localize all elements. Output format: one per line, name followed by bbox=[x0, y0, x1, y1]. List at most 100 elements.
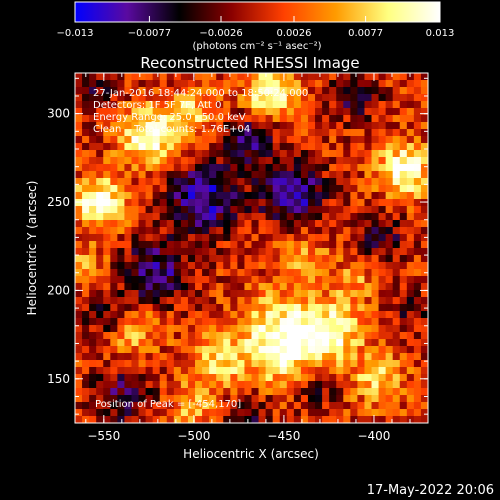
heatmap-cell bbox=[357, 374, 365, 382]
heatmap-cell bbox=[82, 318, 90, 326]
heatmap-cell bbox=[124, 395, 132, 403]
heatmap-cell bbox=[166, 339, 175, 347]
heatmap-cell bbox=[166, 150, 175, 158]
heatmap-cell bbox=[258, 402, 267, 410]
heatmap-cell bbox=[103, 290, 111, 298]
heatmap-cell bbox=[96, 101, 104, 109]
heatmap-cell bbox=[124, 290, 132, 298]
heatmap-cell bbox=[307, 388, 316, 396]
heatmap-cell bbox=[244, 241, 252, 249]
heatmap-cell bbox=[300, 388, 309, 396]
heatmap-cell bbox=[159, 416, 168, 424]
heatmap-cell bbox=[336, 220, 344, 228]
heatmap-cell bbox=[371, 227, 379, 235]
heatmap-cell bbox=[371, 157, 379, 165]
heatmap-cell bbox=[237, 318, 245, 326]
heatmap-cell bbox=[244, 402, 252, 410]
heatmap-cell bbox=[293, 297, 302, 305]
heatmap-cell bbox=[399, 73, 408, 81]
heatmap-cell bbox=[322, 339, 330, 347]
heatmap-cell bbox=[272, 136, 281, 144]
heatmap-cell bbox=[336, 80, 344, 88]
heatmap-cell bbox=[152, 318, 161, 326]
heatmap-cell bbox=[180, 108, 189, 116]
heatmap-cell bbox=[117, 262, 125, 270]
heatmap-cell bbox=[152, 395, 161, 403]
heatmap-cell bbox=[103, 220, 111, 228]
heatmap-cell bbox=[357, 199, 365, 207]
heatmap-cell bbox=[237, 304, 245, 312]
heatmap-cell bbox=[124, 388, 132, 396]
heatmap-cell bbox=[96, 129, 104, 137]
heatmap-cell bbox=[364, 192, 372, 200]
heatmap-cell bbox=[152, 234, 161, 242]
heatmap-cell bbox=[336, 346, 344, 354]
heatmap-cell bbox=[336, 374, 344, 382]
heatmap-cell bbox=[230, 255, 238, 263]
heatmap-cell bbox=[350, 143, 358, 151]
heatmap-cell bbox=[322, 367, 330, 375]
heatmap-cell bbox=[371, 367, 379, 375]
heatmap-cell bbox=[110, 297, 118, 305]
heatmap-cell bbox=[103, 374, 111, 382]
heatmap-cell bbox=[413, 206, 422, 214]
heatmap-cell bbox=[202, 157, 210, 165]
heatmap-cell bbox=[385, 318, 394, 326]
heatmap-cell bbox=[286, 129, 295, 137]
heatmap-cell bbox=[103, 227, 111, 235]
heatmap-cell bbox=[209, 115, 217, 123]
heatmap-cell bbox=[244, 367, 252, 375]
heatmap-cell bbox=[406, 164, 415, 172]
heatmap-cell bbox=[315, 332, 323, 340]
heatmap-cell bbox=[223, 206, 231, 214]
heatmap-cell bbox=[230, 311, 238, 319]
heatmap-cell bbox=[357, 241, 365, 249]
heatmap-cell bbox=[89, 290, 97, 298]
heatmap-cell bbox=[315, 108, 323, 116]
heatmap-cell bbox=[166, 129, 175, 137]
heatmap-cell bbox=[230, 381, 238, 389]
heatmap-cell bbox=[265, 325, 274, 333]
heatmap-cell bbox=[357, 108, 365, 116]
heatmap-cell bbox=[258, 129, 267, 137]
heatmap-cell bbox=[385, 136, 394, 144]
heatmap-cell bbox=[124, 255, 132, 263]
heatmap-cell bbox=[82, 402, 90, 410]
heatmap-cell bbox=[251, 374, 259, 382]
heatmap-cell bbox=[131, 374, 139, 382]
heatmap-cell bbox=[399, 108, 408, 116]
heatmap-cell bbox=[89, 346, 97, 354]
heatmap-cell bbox=[315, 374, 323, 382]
heatmap-cell bbox=[413, 409, 422, 417]
heatmap-cell bbox=[272, 150, 281, 158]
heatmap-cell bbox=[343, 185, 351, 193]
heatmap-cell bbox=[145, 122, 154, 130]
heatmap-cell bbox=[406, 241, 415, 249]
heatmap-cell bbox=[110, 185, 118, 193]
heatmap-cell bbox=[265, 381, 274, 389]
heatmap-cell bbox=[258, 136, 267, 144]
heatmap-cell bbox=[145, 101, 154, 109]
heatmap-cell bbox=[336, 304, 344, 312]
heatmap-cell bbox=[357, 409, 365, 417]
heatmap-cell bbox=[322, 255, 330, 263]
heatmap-cell bbox=[216, 185, 224, 193]
heatmap-cell bbox=[357, 80, 365, 88]
heatmap-cell bbox=[315, 276, 323, 284]
heatmap-cell bbox=[223, 143, 231, 151]
heatmap-cell bbox=[300, 374, 309, 382]
heatmap-cell bbox=[371, 136, 379, 144]
heatmap-cell bbox=[364, 185, 372, 193]
heatmap-cell bbox=[336, 241, 344, 249]
heatmap-cell bbox=[322, 171, 330, 179]
heatmap-cell bbox=[202, 360, 210, 368]
heatmap-cell bbox=[420, 318, 429, 326]
heatmap-cell bbox=[329, 409, 337, 417]
heatmap-cell bbox=[202, 388, 210, 396]
heatmap-cell bbox=[336, 339, 344, 347]
heatmap-cell bbox=[399, 157, 408, 165]
heatmap-cell bbox=[103, 367, 111, 375]
heatmap-cell bbox=[350, 199, 358, 207]
heatmap-cell bbox=[258, 276, 267, 284]
heatmap-cell bbox=[307, 199, 316, 207]
